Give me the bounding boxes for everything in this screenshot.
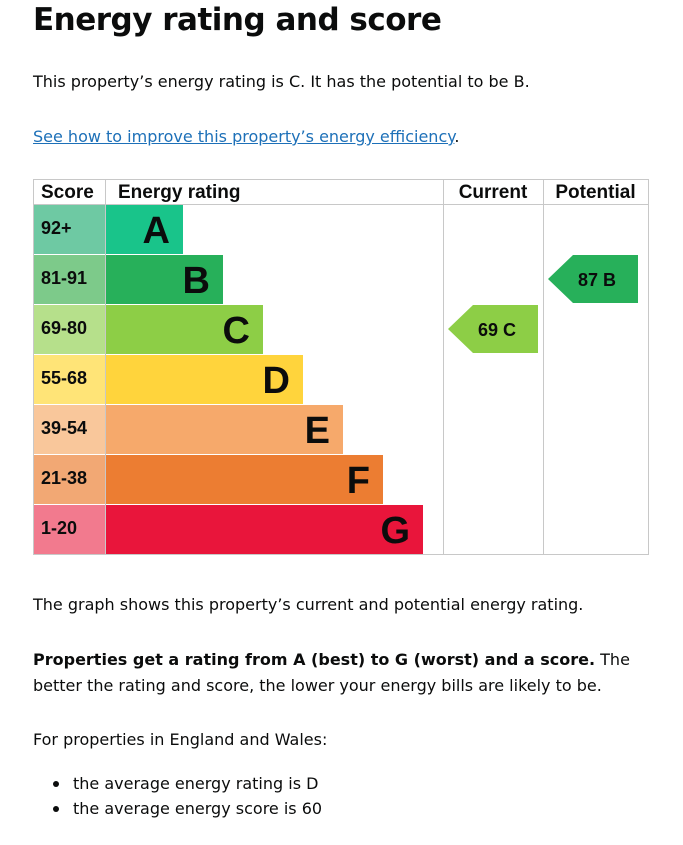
header-current: Current bbox=[459, 182, 528, 203]
rating-bar-e bbox=[106, 405, 343, 454]
region-text: For properties in England and Wales: bbox=[33, 730, 328, 749]
header-score: Score bbox=[41, 182, 94, 203]
current-rating-arrow bbox=[448, 305, 538, 353]
score-cell-c bbox=[34, 305, 105, 354]
rating-letter-b: B bbox=[183, 260, 210, 302]
rating-bar-b bbox=[106, 255, 223, 304]
epc-grid bbox=[33, 179, 649, 555]
score-range-c: 69-80 bbox=[41, 318, 87, 338]
rating-letter-a: A bbox=[143, 210, 170, 252]
score-range-e: 39-54 bbox=[41, 418, 87, 438]
epc-headers: Score Energy rating Current Potential bbox=[41, 182, 636, 203]
score-cell-a bbox=[34, 205, 105, 254]
rating-summary: This property’s energy rating is C. It h… bbox=[33, 72, 530, 91]
score-range-f: 21-38 bbox=[41, 468, 87, 488]
score-cell-g bbox=[34, 505, 105, 554]
epc-arrows: 69 C 87 B bbox=[448, 255, 638, 353]
score-cell-e bbox=[34, 405, 105, 454]
improve-efficiency-link[interactable]: See how to improve this property’s energ… bbox=[33, 127, 455, 146]
rating-letter-e: E bbox=[305, 410, 330, 452]
epc-bands: 92+ A 81-91 B 69-80 C 55-68 D 39-54 E 21-38 F 1-20 G bbox=[34, 205, 423, 554]
score-cell-d bbox=[34, 355, 105, 404]
rating-bar-g bbox=[106, 505, 423, 554]
ratings-explanation: Properties get a rating from A (best) to… bbox=[33, 647, 658, 699]
rating-bar-c bbox=[106, 305, 263, 354]
rating-letter-f: F bbox=[347, 460, 370, 502]
score-range-a: 92+ bbox=[41, 218, 72, 238]
score-cell-f bbox=[34, 455, 105, 504]
average-score-item: the average energy score is 60 bbox=[33, 796, 322, 821]
potential-rating-arrow-label: 87 B bbox=[578, 270, 616, 290]
average-list: the average energy rating is D the avera… bbox=[33, 771, 322, 821]
current-rating-arrow-label: 69 C bbox=[478, 320, 516, 340]
score-range-b: 81-91 bbox=[41, 268, 87, 288]
rating-bar-d bbox=[106, 355, 303, 404]
graph-description: The graph shows this property’s current … bbox=[33, 595, 584, 614]
rating-bar-a bbox=[106, 205, 183, 254]
ratings-explanation-bold: Properties get a rating from A (best) to… bbox=[33, 650, 596, 669]
rating-letter-d: D bbox=[263, 360, 290, 402]
rating-letter-g: G bbox=[380, 510, 410, 552]
score-range-g: 1-20 bbox=[41, 518, 77, 538]
score-range-d: 55-68 bbox=[41, 368, 87, 388]
page-title: Energy rating and score bbox=[33, 2, 442, 38]
header-energy-rating: Energy rating bbox=[118, 182, 240, 203]
improve-paragraph: See how to improve this property’s energ… bbox=[33, 124, 460, 150]
ratings-explanation-rest: The better the rating and score, the low… bbox=[33, 650, 630, 695]
score-cell-b bbox=[34, 255, 105, 304]
rating-bar-f bbox=[106, 455, 383, 504]
rating-letter-c: C bbox=[223, 310, 250, 352]
potential-rating-arrow bbox=[548, 255, 638, 303]
link-suffix: . bbox=[454, 127, 460, 146]
chart-border bbox=[33, 179, 649, 555]
average-rating-item: the average energy rating is D bbox=[33, 771, 322, 796]
header-potential: Potential bbox=[555, 182, 635, 203]
